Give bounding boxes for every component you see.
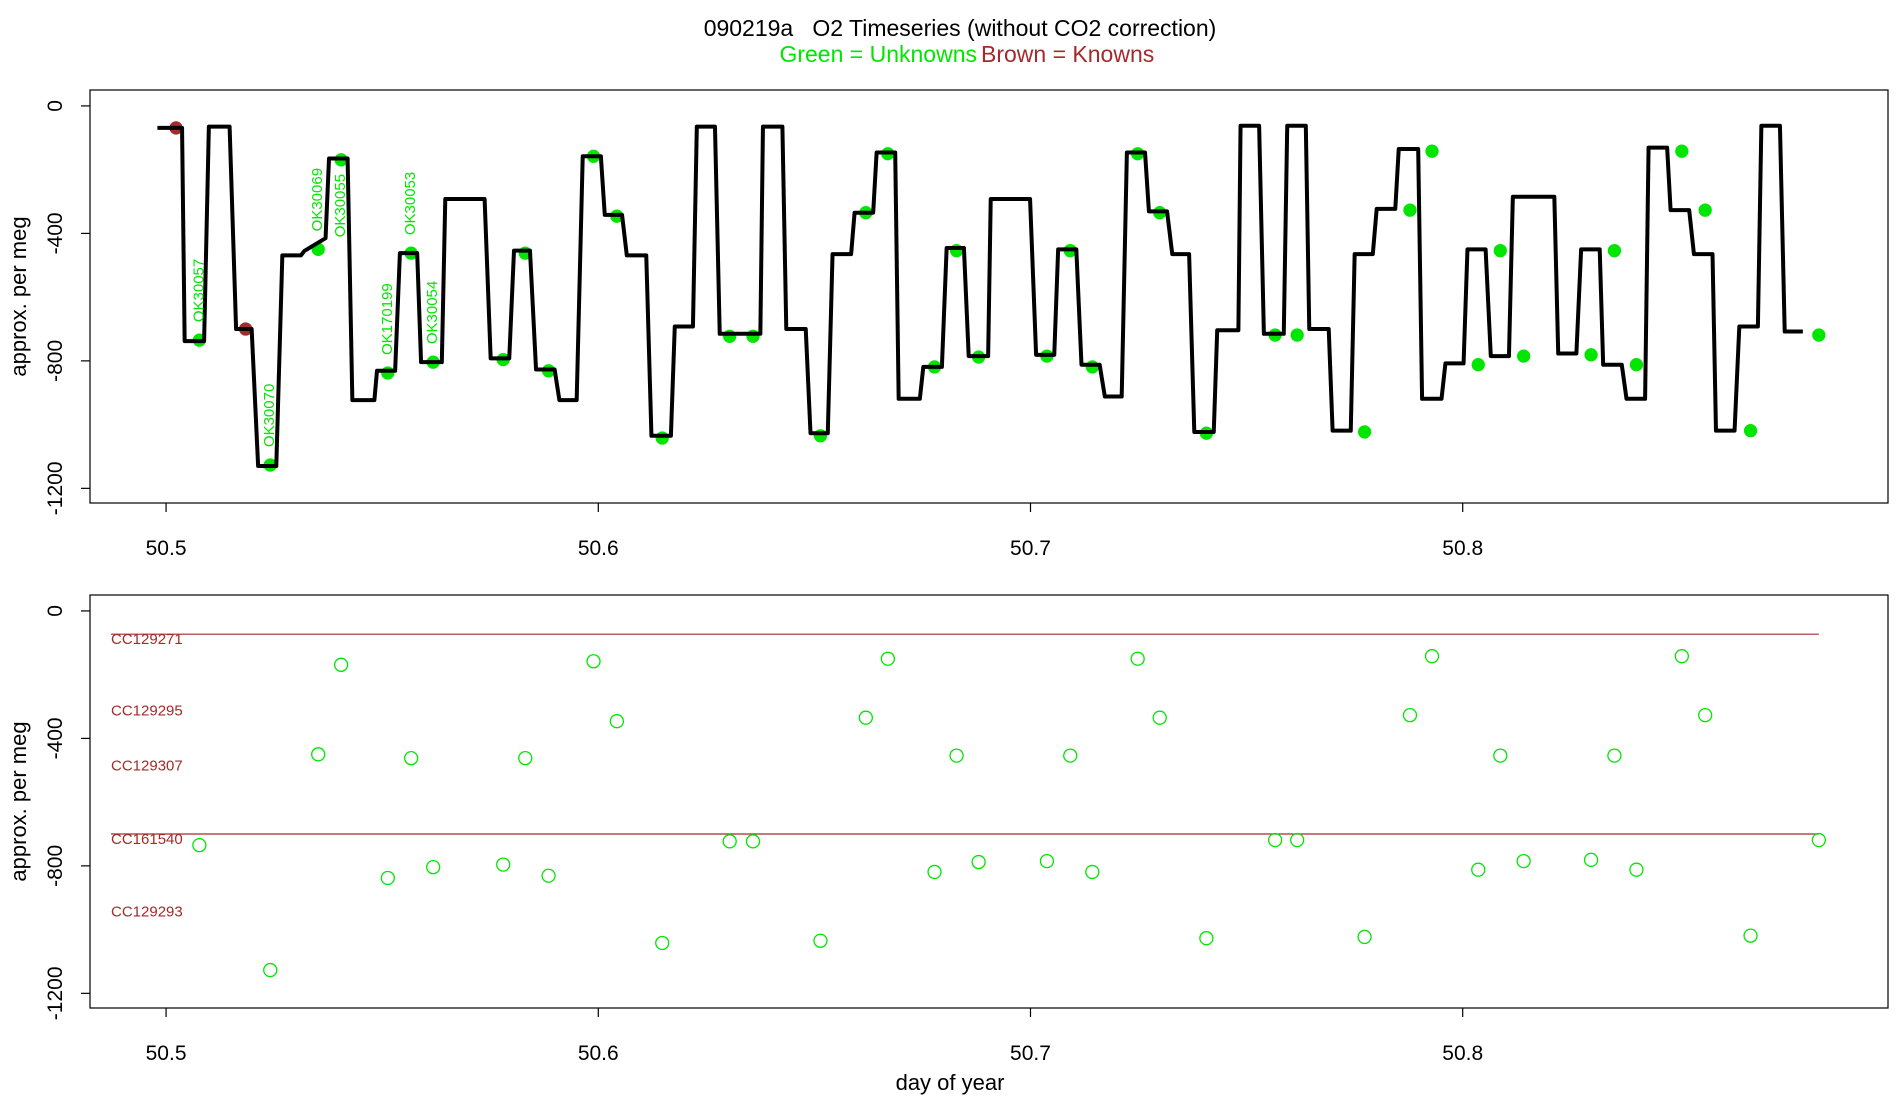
reference-label: CC161540	[111, 831, 183, 848]
data-point	[949, 748, 964, 763]
data-point	[263, 962, 278, 978]
data-point	[858, 710, 873, 725]
data-point	[1357, 425, 1372, 439]
y-tick-label: -800	[44, 340, 67, 382]
data-point	[1403, 203, 1417, 217]
data-point	[1583, 852, 1599, 867]
data-point	[1085, 864, 1100, 880]
data-point	[403, 751, 419, 766]
data-point	[1811, 832, 1826, 848]
data-point	[518, 751, 533, 766]
legend-entry: Green = Unknowns	[779, 41, 977, 67]
data-point	[971, 854, 986, 870]
data-point	[1516, 349, 1531, 363]
x-tick-label: 50.7	[1010, 537, 1051, 560]
point-label: OK30057	[190, 259, 207, 322]
data-point	[745, 834, 761, 849]
point-label: OK30054	[424, 281, 441, 344]
data-point	[426, 859, 441, 875]
point-label: OK30053	[402, 172, 419, 235]
x-tick-label: 50.6	[578, 1042, 619, 1065]
y-tick-label: 0	[44, 100, 67, 112]
data-point	[1607, 243, 1622, 258]
y-axis-label: approx. per meg	[6, 216, 31, 376]
data-point	[1607, 748, 1622, 763]
x-tick-label: 50.5	[146, 1042, 187, 1065]
data-point	[1584, 348, 1598, 362]
data-point	[1698, 203, 1712, 217]
y-tick-label: -400	[44, 717, 67, 759]
reference-label: CC129295	[111, 702, 183, 719]
plot-frame	[89, 89, 1889, 504]
data-point	[1674, 649, 1689, 664]
reference-label: CC129293	[111, 903, 183, 920]
data-point	[1471, 358, 1485, 372]
data-point	[880, 651, 896, 666]
data-point	[1063, 748, 1078, 763]
data-point	[192, 838, 207, 853]
data-point	[1199, 931, 1214, 946]
point-label: OK170199	[379, 283, 396, 355]
legend-entry: Brown = Knowns	[981, 41, 1154, 67]
data-point	[609, 714, 625, 729]
data-point	[1290, 328, 1304, 342]
y-tick-label: -1200	[44, 461, 67, 515]
x-axis-label: day of year	[896, 1070, 1005, 1095]
data-point	[1629, 358, 1644, 372]
data-point	[1516, 853, 1531, 869]
data-point	[586, 654, 601, 669]
point-label: OK30070	[261, 384, 278, 447]
data-point	[333, 657, 349, 672]
data-point	[1402, 707, 1418, 723]
y-axis-label: approx. per meg	[6, 721, 31, 881]
x-tick-label: 50.5	[146, 537, 187, 560]
data-point	[655, 935, 670, 951]
data-point	[1493, 243, 1507, 258]
data-point	[1130, 651, 1145, 666]
data-point	[813, 933, 828, 948]
reference-label: CC129271	[111, 631, 183, 648]
data-point	[311, 747, 326, 762]
data-point	[1743, 928, 1758, 943]
y-tick-label: -800	[44, 845, 67, 887]
reference-label: CC129307	[111, 757, 183, 774]
data-point	[496, 857, 511, 872]
y-tick-label: -1200	[44, 966, 67, 1020]
x-tick-label: 50.7	[1010, 1042, 1051, 1065]
data-point	[927, 864, 942, 880]
data-point	[1425, 144, 1439, 158]
data-point	[1812, 328, 1826, 342]
data-point	[1290, 832, 1305, 848]
x-tick-label: 50.6	[578, 537, 619, 560]
data-point	[1152, 710, 1167, 725]
data-point	[541, 868, 556, 883]
data-point	[1424, 649, 1440, 664]
data-point	[1743, 424, 1758, 438]
data-point	[1267, 832, 1283, 848]
data-point	[1039, 853, 1055, 869]
y-tick-label: -400	[44, 212, 67, 254]
data-point	[1698, 707, 1713, 723]
x-tick-label: 50.8	[1442, 537, 1483, 560]
point-label: OK30069	[309, 168, 326, 231]
data-point	[1629, 862, 1644, 877]
y-tick-label: 0	[44, 605, 67, 617]
data-point	[1471, 862, 1486, 877]
chart-title: 090219a O2 Timeseries (without CO2 corre…	[704, 15, 1217, 41]
data-point	[380, 870, 395, 886]
data-point	[1357, 929, 1372, 945]
point-label: OK30055	[332, 174, 349, 237]
x-tick-label: 50.8	[1442, 1042, 1483, 1065]
plot-frame	[89, 594, 1889, 1009]
data-point	[722, 834, 737, 849]
trace-line	[157, 123, 1803, 469]
data-point	[1493, 748, 1508, 763]
data-point	[1675, 144, 1689, 158]
